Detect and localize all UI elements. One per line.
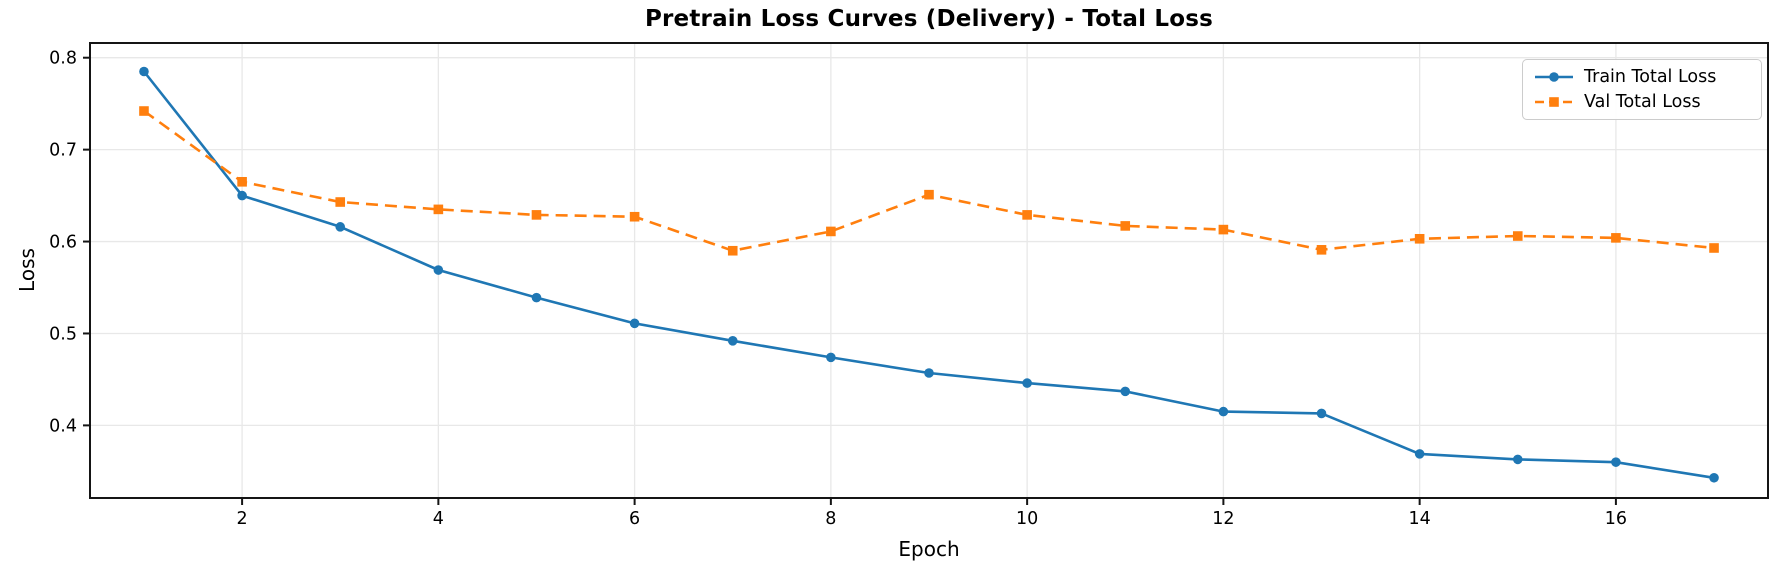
val-loss-marker (237, 176, 247, 187)
train-loss-marker (139, 66, 149, 77)
train-loss-marker (727, 336, 738, 346)
train-loss-line (142, 70, 1715, 480)
y-tick-label: 0.7 (49, 141, 77, 161)
legend-entry-label: Val Total Loss (1584, 92, 1701, 112)
val-loss-line (143, 109, 1715, 252)
train-loss-marker (1120, 386, 1131, 397)
legend-entry: Train Total Loss (1533, 67, 1751, 87)
legend-line-sample (1535, 97, 1573, 107)
val-loss-marker (335, 197, 346, 207)
val-loss-marker (531, 210, 542, 220)
val-loss-marker (433, 204, 444, 215)
train-loss-marker (531, 292, 542, 303)
y-tick-label: 0.8 (49, 49, 77, 69)
val-loss-marker (826, 226, 836, 237)
x-tick-label: 10 (1016, 509, 1038, 529)
legend-line-sample (1535, 72, 1573, 82)
x-tick-label: 2 (237, 509, 248, 529)
x-tick-label: 14 (1409, 509, 1431, 529)
train-loss-marker (1218, 406, 1229, 417)
train-loss-marker (826, 352, 836, 363)
y-tick-label: 0.4 (49, 416, 77, 436)
legend: Train Total Loss Val Total Loss (1522, 59, 1762, 120)
train-loss-marker (1022, 378, 1032, 388)
val-loss-marker (1022, 210, 1032, 220)
x-tick-label: 16 (1605, 509, 1627, 529)
val-loss-marker (924, 189, 934, 200)
val-loss-marker (1709, 243, 1719, 253)
x-tick-label: 4 (433, 509, 444, 529)
train-loss-marker (924, 368, 934, 378)
train-loss-marker (629, 318, 640, 329)
val-loss-marker (1218, 224, 1229, 235)
train-loss-marker (1611, 457, 1621, 467)
val-loss-marker (727, 245, 738, 256)
chart-title: Pretrain Loss Curves (Delivery) - Total … (644, 6, 1214, 32)
y-tick-label: 0.5 (49, 324, 77, 344)
x-tick-label: 8 (825, 509, 836, 529)
train-loss-marker (1709, 472, 1719, 483)
y-tick-label: 0.6 (49, 233, 77, 253)
val-loss-marker (629, 211, 640, 222)
train-loss-marker (1414, 449, 1425, 459)
train-loss-marker (433, 265, 444, 275)
train-loss-marker (1316, 408, 1327, 419)
train-loss-marker (335, 222, 346, 232)
val-loss-marker (1512, 231, 1523, 241)
val-loss-marker (1611, 233, 1621, 243)
val-loss-marker (1120, 221, 1131, 231)
plot-border (89, 42, 1769, 499)
train-loss-marker (237, 190, 247, 201)
x-tick-label: 6 (629, 509, 640, 529)
val-loss-marker (1316, 245, 1327, 255)
x-axis-label: Epoch (898, 537, 960, 561)
train-loss-marker (1512, 454, 1523, 465)
legend-entry-label: Train Total Loss (1584, 67, 1717, 87)
x-tick-label: 12 (1212, 509, 1234, 529)
legend-entry: Val Total Loss (1533, 92, 1751, 112)
val-loss-marker (139, 106, 149, 116)
val-loss-marker (1414, 233, 1425, 244)
